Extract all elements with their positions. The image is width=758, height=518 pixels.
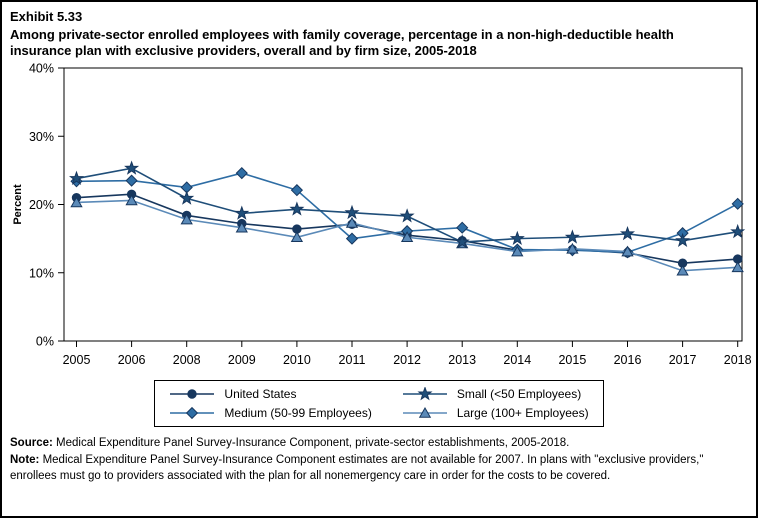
legend-label: Small (<50 Employees) [456, 386, 582, 401]
legend: United States Medium (50-99 Employees) S… [154, 379, 604, 427]
x-tick-label: 2005 [63, 353, 91, 367]
circle-marker-icon [170, 389, 215, 399]
series-triangle [70, 194, 744, 276]
y-axis-title: Percent [12, 184, 24, 225]
x-tick-label: 2009 [228, 353, 256, 367]
x-tick-label: 2016 [614, 353, 642, 367]
y-tick-label: 10% [29, 266, 54, 280]
x-axis: 2005 2006 2008 2009 2010 2011 2012 2013 2014 2015… [63, 340, 752, 367]
source-note: Source: Medical Expenditure Panel Survey… [10, 436, 744, 452]
note-label: Note: [10, 454, 40, 467]
x-tick-label: 2017 [669, 353, 697, 367]
methodology-note: Note: Medical Expenditure Panel Survey-I… [10, 453, 744, 484]
chart-title: Among private-sector enrolled employees … [10, 26, 674, 59]
x-tick-label: 2008 [173, 353, 201, 367]
series-star [68, 160, 746, 249]
triangle-marker-icon [402, 406, 447, 418]
diamond-marker-icon [170, 406, 215, 419]
source-text: Medical Expenditure Panel Survey-Insuran… [52, 436, 570, 449]
line-chart: 0% 10% 20% 30% 40% Percent 2005 2006 2008 2009 201… [12, 61, 752, 367]
x-tick-label: 2015 [558, 353, 586, 367]
note-text: Medical Expenditure Panel Survey-Insuran… [10, 454, 704, 482]
legend-item-medium: Medium (50-99 Employees) [169, 405, 372, 420]
y-tick-label: 0% [36, 334, 54, 348]
y-tick-label: 30% [29, 130, 54, 144]
exhibit-number: Exhibit 5.33 [10, 9, 83, 24]
x-tick-label: 2006 [118, 353, 146, 367]
legend-label: United States [224, 386, 297, 401]
plot-frame [63, 67, 743, 342]
x-tick-label: 2018 [724, 353, 752, 367]
star-marker-icon [402, 386, 447, 401]
x-tick-label: 2013 [448, 353, 476, 367]
legend-label: Large (100+ Employees) [456, 405, 589, 420]
footnotes: Source: Medical Expenditure Panel Survey… [2, 427, 756, 485]
x-tick-label: 2012 [393, 353, 421, 367]
legend-label: Medium (50-99 Employees) [224, 405, 372, 420]
legend-item-large: Large (100+ Employees) [402, 406, 589, 420]
title-block: Exhibit 5.33 Among private-sector enroll… [2, 2, 756, 60]
legend-item-small: Small (<50 Employees) [402, 386, 589, 401]
legend-item-united-states: United States [169, 387, 371, 401]
y-tick-label: 40% [29, 61, 54, 75]
x-tick-label: 2011 [339, 353, 366, 367]
source-label: Source: [10, 436, 53, 449]
y-axis: 0% 10% 20% 30% 40% [29, 61, 64, 348]
x-tick-label: 2014 [503, 353, 531, 367]
x-tick-label: 2010 [283, 353, 311, 367]
y-tick-label: 20% [29, 198, 54, 212]
